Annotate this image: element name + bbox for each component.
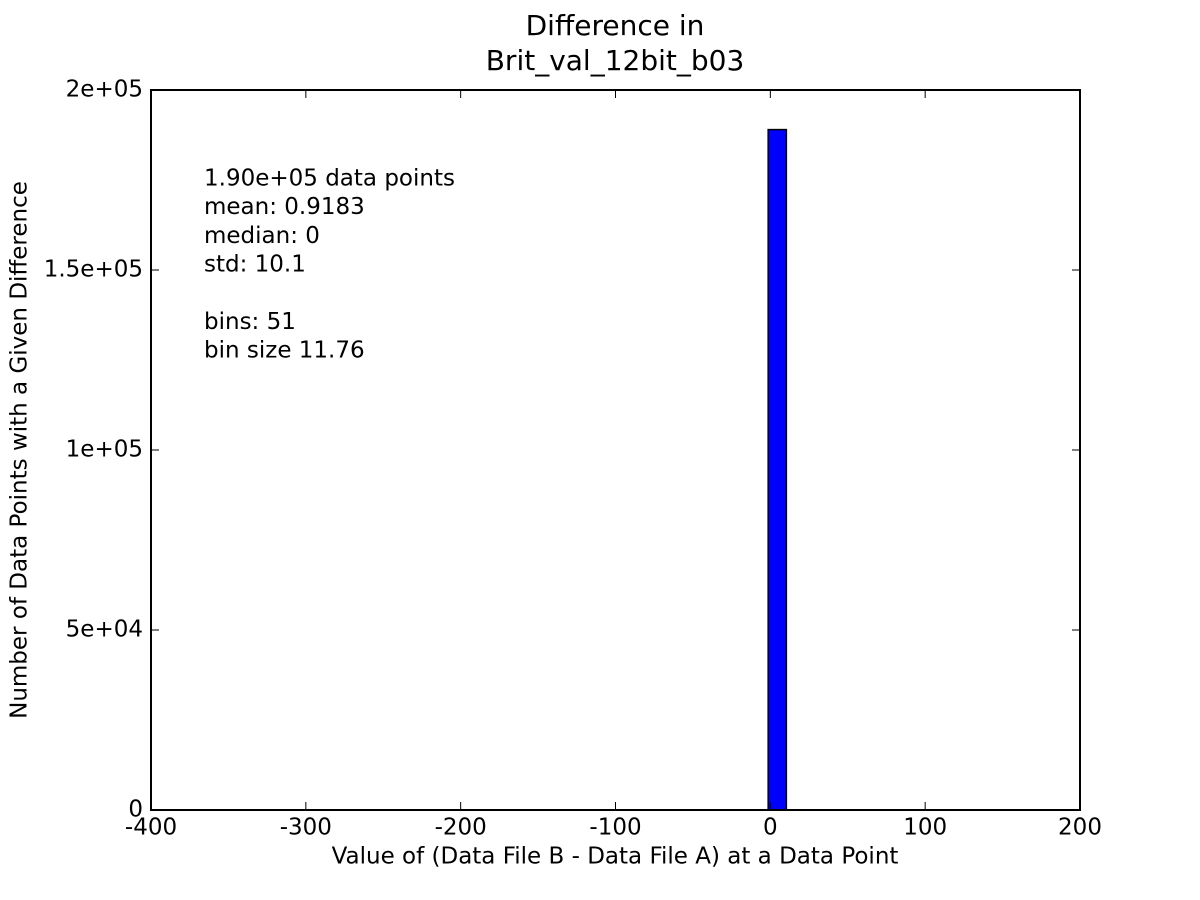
annotation: std: 10.1	[204, 252, 306, 278]
annotation: bins: 51	[204, 309, 296, 335]
x-tick-label: 100	[903, 815, 947, 841]
y-tick-label: 5e+04	[66, 617, 143, 643]
annotation: mean: 0.9183	[204, 194, 365, 220]
chart-title: Brit_val_12bit_b03	[486, 44, 745, 77]
y-tick-label: 2e+05	[66, 77, 143, 103]
bar	[767, 128, 788, 810]
chart-title: Difference in	[526, 9, 705, 42]
y-tick-label: 1e+05	[66, 437, 143, 463]
y-tick-label: 1.5e+05	[44, 257, 143, 283]
annotation: bin size 11.76	[204, 338, 365, 364]
bars	[767, 128, 788, 810]
x-tick-label: 0	[763, 815, 778, 841]
y-axis-label: Number of Data Points with a Given Diffe…	[7, 181, 33, 719]
x-tick-label: -100	[589, 815, 641, 841]
x-tick-label: -400	[125, 815, 177, 841]
x-tick-label: -300	[280, 815, 332, 841]
x-axis-label: Value of (Data File B - Data File A) at …	[332, 844, 899, 870]
annotation: 1.90e+05 data points	[204, 166, 455, 192]
x-tick-label: -200	[435, 815, 487, 841]
annotation: median: 0	[204, 223, 320, 249]
x-tick-label: 200	[1058, 815, 1102, 841]
y-tick-label: 0	[128, 797, 143, 823]
